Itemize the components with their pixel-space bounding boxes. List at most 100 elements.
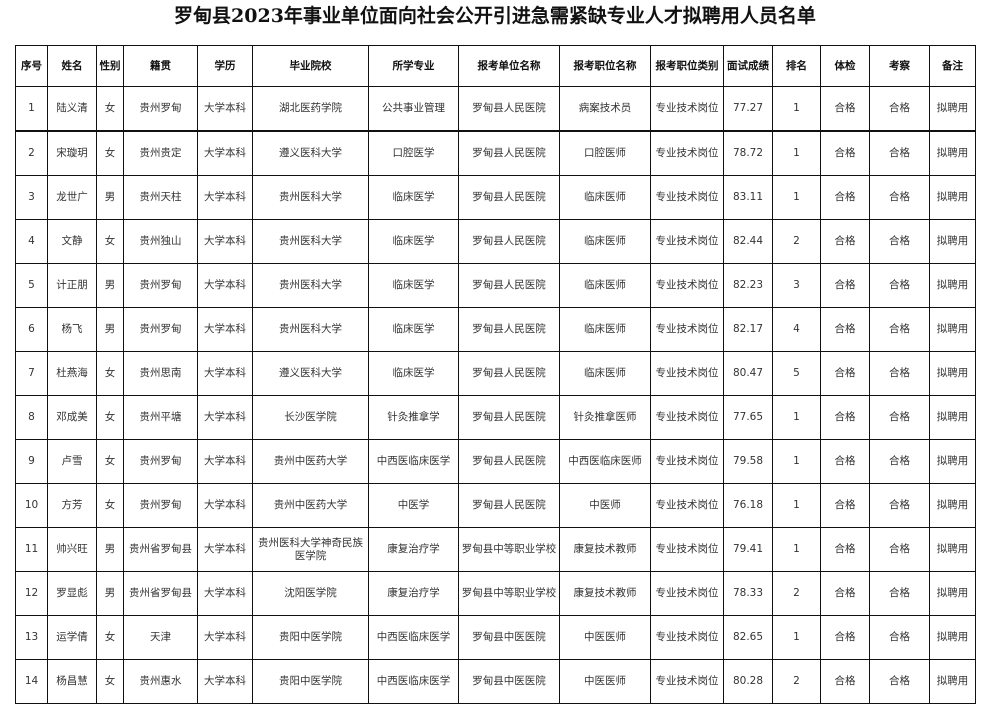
- column-header-index: 序号: [15, 45, 48, 87]
- cell-major: 中医学: [368, 483, 459, 528]
- cell-index: 14: [15, 659, 48, 704]
- cell-name: 陆义清: [47, 86, 97, 132]
- cell-education: 大学本科: [197, 263, 253, 308]
- cell-index: 4: [15, 219, 48, 264]
- cell-major: 口腔医学: [368, 130, 459, 176]
- cell-major: 临床医学: [368, 175, 459, 220]
- cell-inspection: 合格: [869, 659, 930, 704]
- cell-school: 贵州医科大学神奇民族医学院: [252, 527, 369, 572]
- cell-hometown: 贵州罗甸: [123, 483, 198, 528]
- cell-physical-exam: 合格: [820, 219, 870, 264]
- column-header-school: 毕业院校: [252, 45, 369, 87]
- cell-physical-exam: 合格: [820, 263, 870, 308]
- cell-name: 杨飞: [47, 307, 97, 352]
- cell-position-type: 专业技术岗位: [650, 571, 724, 616]
- cell-inspection: 合格: [869, 615, 930, 660]
- cell-unit: 罗甸县人民医院: [458, 130, 560, 176]
- cell-position: 中医医师: [559, 659, 651, 704]
- cell-gender: 女: [96, 130, 124, 176]
- cell-unit: 罗甸县中等职业学校: [458, 527, 560, 572]
- cell-education: 大学本科: [197, 439, 253, 484]
- cell-rank: 1: [772, 483, 821, 528]
- cell-school: 贵州医科大学: [252, 307, 369, 352]
- cell-school: 贵州中医药大学: [252, 483, 369, 528]
- cell-inspection: 合格: [869, 439, 930, 484]
- cell-school: 长沙医学院: [252, 395, 369, 440]
- cell-hometown: 贵州罗甸: [123, 263, 198, 308]
- cell-unit: 罗甸县人民医院: [458, 351, 560, 396]
- cell-education: 大学本科: [197, 351, 253, 396]
- cell-position-type: 专业技术岗位: [650, 615, 724, 660]
- cell-score: 78.72: [723, 130, 773, 176]
- cell-position: 临床医师: [559, 351, 651, 396]
- cell-position: 中西医临床医师: [559, 439, 651, 484]
- cell-major: 针灸推拿学: [368, 395, 459, 440]
- cell-rank: 1: [772, 130, 821, 176]
- column-header-hometown: 籍贯: [123, 45, 198, 87]
- cell-hometown: 贵州贵定: [123, 130, 198, 176]
- cell-school: 贵阳中医学院: [252, 615, 369, 660]
- cell-unit: 罗甸县人民医院: [458, 175, 560, 220]
- cell-hometown: 贵州省罗甸县: [123, 571, 198, 616]
- cell-name: 邓成美: [47, 395, 97, 440]
- cell-position: 临床医师: [559, 175, 651, 220]
- cell-school: 遵义医科大学: [252, 130, 369, 176]
- cell-school: 沈阳医学院: [252, 571, 369, 616]
- cell-hometown: 天津: [123, 615, 198, 660]
- cell-position-type: 专业技术岗位: [650, 307, 724, 352]
- cell-major: 临床医学: [368, 219, 459, 264]
- column-header-position: 报考职位名称: [559, 45, 651, 87]
- cell-position: 口腔医师: [559, 130, 651, 176]
- cell-inspection: 合格: [869, 263, 930, 308]
- cell-remark: 拟聘用: [929, 307, 976, 352]
- cell-name: 帅兴旺: [47, 527, 97, 572]
- cell-education: 大学本科: [197, 219, 253, 264]
- cell-index: 5: [15, 263, 48, 308]
- cell-name: 方芳: [47, 483, 97, 528]
- cell-unit: 罗甸县人民医院: [458, 86, 560, 132]
- cell-remark: 拟聘用: [929, 659, 976, 704]
- cell-inspection: 合格: [869, 307, 930, 352]
- cell-school: 贵州医科大学: [252, 219, 369, 264]
- cell-rank: 1: [772, 439, 821, 484]
- cell-position: 康复技术教师: [559, 527, 651, 572]
- table-row: 3 龙世广男贵州天柱 大学本科 贵州医科大学 临床医学 罗甸县人民医院 临床医师 专业技术岗位…: [15, 175, 976, 220]
- column-header-gender: 性别: [96, 45, 124, 87]
- cell-hometown: 贵州独山: [123, 219, 198, 264]
- cell-gender: 女: [96, 439, 124, 484]
- column-header-unit: 报考单位名称: [458, 45, 560, 87]
- column-header-physical-exam: 体检: [820, 45, 870, 87]
- cell-inspection: 合格: [869, 130, 930, 176]
- cell-index: 13: [15, 615, 48, 660]
- cell-physical-exam: 合格: [820, 395, 870, 440]
- cell-inspection: 合格: [869, 483, 930, 528]
- cell-rank: 2: [772, 659, 821, 704]
- table-row: 4 文静女贵州独山 大学本科 贵州医科大学 临床医学 罗甸县人民医院 临床医师 专业技术岗位 8…: [15, 219, 976, 264]
- cell-inspection: 合格: [869, 219, 930, 264]
- cell-score: 82.65: [723, 615, 773, 660]
- table-row: 7 杜燕海女贵州思南 大学本科 遵义医科大学 临床医学 罗甸县人民医院 临床医师 专业技术岗位…: [15, 351, 976, 396]
- cell-education: 大学本科: [197, 307, 253, 352]
- cell-unit: 罗甸县中医医院: [458, 615, 560, 660]
- cell-inspection: 合格: [869, 175, 930, 220]
- cell-remark: 拟聘用: [929, 219, 976, 264]
- cell-position: 中医师: [559, 483, 651, 528]
- cell-remark: 拟聘用: [929, 571, 976, 616]
- cell-position: 针灸推拿医师: [559, 395, 651, 440]
- cell-position: 康复技术教师: [559, 571, 651, 616]
- cell-position-type: 专业技术岗位: [650, 483, 724, 528]
- cell-remark: 拟聘用: [929, 175, 976, 220]
- cell-education: 大学本科: [197, 659, 253, 704]
- cell-remark: 拟聘用: [929, 527, 976, 572]
- cell-physical-exam: 合格: [820, 175, 870, 220]
- cell-hometown: 贵州天柱: [123, 175, 198, 220]
- cell-education: 大学本科: [197, 615, 253, 660]
- cell-remark: 拟聘用: [929, 483, 976, 528]
- cell-school: 贵阳中医学院: [252, 659, 369, 704]
- cell-rank: 1: [772, 86, 821, 132]
- cell-physical-exam: 合格: [820, 483, 870, 528]
- cell-rank: 2: [772, 571, 821, 616]
- cell-physical-exam: 合格: [820, 615, 870, 660]
- cell-major: 中西医临床医学: [368, 659, 459, 704]
- cell-school: 遵义医科大学: [252, 351, 369, 396]
